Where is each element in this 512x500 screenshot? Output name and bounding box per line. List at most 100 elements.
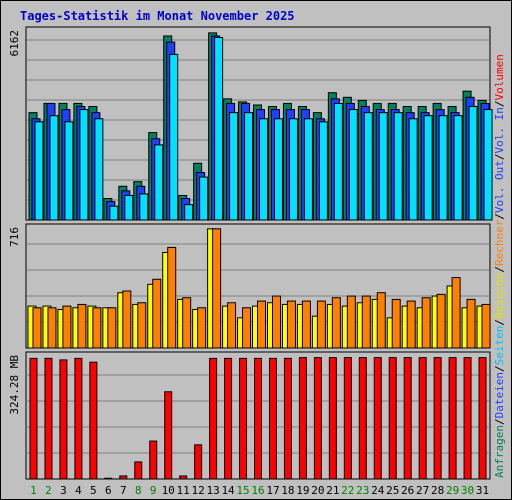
legend-separator: /: [493, 213, 506, 220]
x-tick-label-day-31: 31: [476, 484, 489, 497]
bar-volumen-day-28: [433, 357, 442, 480]
legend-besuche: Besuche: [493, 273, 506, 319]
bar-volumen-day-27: [418, 357, 427, 480]
bar-rechner-day-5: [92, 307, 102, 349]
legend-vol-out: Vol. Out: [493, 160, 506, 213]
bar-rechner-day-31: [481, 303, 491, 349]
x-tick-label-day-2: 2: [45, 484, 52, 497]
bar-rechner-day-12: [197, 307, 207, 349]
bar-rechner-day-1: [32, 307, 42, 349]
bar-rechner-day-8: [137, 302, 147, 349]
bar-volumen-day-9: [149, 440, 158, 480]
y-max-label: 6162: [8, 30, 21, 57]
legend-anfragen: Anfragen: [493, 425, 506, 478]
bar-rechner-day-20: [316, 300, 326, 349]
bar-rechner-day-23: [361, 295, 371, 349]
bar-seiten-day-29: [453, 115, 463, 221]
x-tick-label-day-1: 1: [30, 484, 37, 497]
x-tick-label-day-30: 30: [461, 484, 474, 497]
x-tick-label-day-5: 5: [90, 484, 97, 497]
bar-volumen-day-20: [313, 357, 322, 480]
bar-seiten-day-3: [64, 121, 74, 221]
legend-separator: /: [493, 153, 506, 160]
x-tick-label-day-18: 18: [281, 484, 294, 497]
x-tick-label-day-29: 29: [446, 484, 459, 497]
bar-seiten-day-27: [423, 115, 433, 221]
bar-rechner-day-6: [107, 307, 117, 349]
x-tick-label-day-20: 20: [311, 484, 324, 497]
bar-rechner-day-29: [451, 277, 461, 349]
bar-volumen-day-19: [298, 357, 307, 480]
bar-volumen-day-31: [478, 357, 487, 480]
bar-rechner-day-14: [227, 302, 237, 349]
x-tick-label-day-19: 19: [296, 484, 309, 497]
bar-seiten-day-19: [303, 118, 313, 221]
bar-volumen-day-23: [358, 357, 367, 480]
legend-dateien: Dateien: [493, 372, 506, 418]
bar-seiten-day-4: [79, 109, 89, 221]
bar-rechner-day-10: [167, 246, 177, 349]
x-tick-label-day-25: 25: [386, 484, 399, 497]
bar-seiten-day-31: [483, 109, 493, 221]
x-tick-label-day-13: 13: [206, 484, 219, 497]
bar-rechner-day-30: [466, 298, 476, 349]
x-tick-label-day-24: 24: [371, 484, 385, 497]
bar-volumen-day-16: [254, 357, 263, 480]
bar-seiten-day-6: [109, 205, 119, 221]
bar-volumen-day-21: [328, 357, 337, 480]
bar-seiten-day-18: [288, 118, 298, 221]
x-tick-label-day-27: 27: [416, 484, 429, 497]
bar-volumen-day-8: [134, 461, 143, 480]
bar-volumen-day-22: [343, 357, 352, 480]
bar-volumen-day-26: [403, 357, 412, 480]
legend-seiten: Seiten: [493, 326, 506, 366]
bar-seiten-day-25: [393, 112, 403, 221]
x-tick-label-day-28: 28: [431, 484, 444, 497]
bar-rechner-day-25: [391, 298, 401, 349]
bar-rechner-day-13: [212, 228, 222, 349]
x-tick-label-day-9: 9: [150, 484, 157, 497]
bar-seiten-day-9: [154, 144, 164, 221]
bar-rechner-day-7: [122, 290, 132, 349]
bar-rechner-day-2: [47, 307, 57, 349]
x-tick-label-day-7: 7: [120, 484, 127, 497]
bar-seiten-day-14: [229, 112, 239, 221]
bar-seiten-day-10: [169, 53, 179, 221]
legend-volumen: Volumen: [493, 54, 506, 100]
legend-separator: /: [493, 365, 506, 372]
bar-rechner-day-15: [242, 307, 252, 349]
bar-volumen-day-25: [388, 357, 397, 480]
legend-rechner: Rechner: [493, 219, 506, 266]
x-tick-label-day-15: 15: [236, 484, 249, 497]
bar-volumen-day-17: [268, 357, 277, 480]
x-tick-label-day-26: 26: [401, 484, 414, 497]
x-tick-label-day-8: 8: [135, 484, 142, 497]
bar-seiten-day-23: [363, 112, 373, 221]
bar-volumen-day-18: [283, 357, 292, 480]
bar-seiten-day-17: [273, 118, 283, 221]
x-tick-label-day-17: 17: [266, 484, 279, 497]
x-tick-label-day-14: 14: [221, 484, 235, 497]
bar-seiten-day-2: [49, 115, 59, 221]
bar-rechner-day-28: [436, 293, 446, 349]
bar-volumen-day-3: [59, 359, 68, 480]
bar-seiten-day-7: [124, 194, 134, 221]
x-tick-label-day-16: 16: [251, 484, 264, 497]
legend-separator: /: [493, 266, 506, 273]
bar-volumen-day-14: [224, 357, 233, 480]
bar-volumen-day-10: [164, 391, 173, 480]
right-legend: Anfragen/Dateien/Seiten/Besuche/Rechner/…: [493, 54, 506, 478]
bar-volumen-day-13: [209, 357, 218, 480]
bar-rechner-day-11: [182, 297, 192, 349]
chart-title: Tages-Statistik im Monat November 2025: [20, 9, 295, 23]
bar-rechner-day-24: [376, 292, 386, 349]
bar-seiten-day-12: [199, 176, 209, 221]
bar-seiten-day-30: [468, 106, 478, 221]
x-tick-label-day-6: 6: [105, 484, 112, 497]
bar-volumen-day-29: [448, 357, 457, 480]
bar-volumen-day-24: [373, 357, 382, 480]
bar-seiten-day-11: [184, 204, 194, 221]
bar-volumen-day-11: [179, 475, 188, 480]
bar-rechner-day-4: [77, 303, 87, 349]
